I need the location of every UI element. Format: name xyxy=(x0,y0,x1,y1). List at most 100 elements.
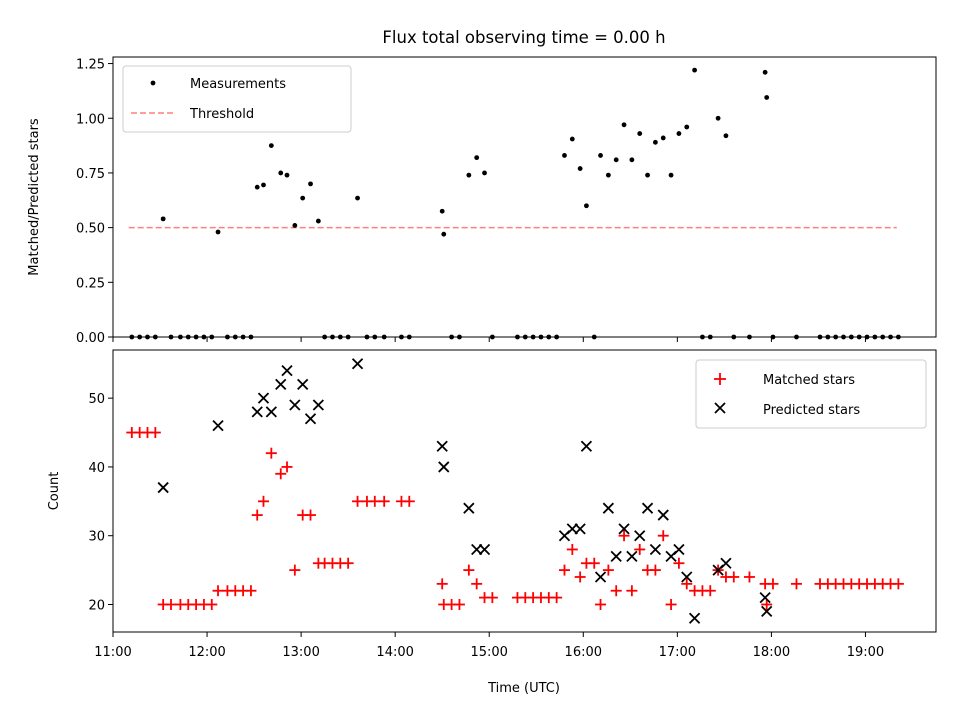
matched-star-point xyxy=(588,557,600,569)
predicted-star-point xyxy=(436,440,448,452)
measurement-point xyxy=(160,216,166,222)
measurement-point xyxy=(441,231,447,237)
measurement-point xyxy=(399,334,404,340)
measurement-point xyxy=(364,334,370,340)
measurement-point xyxy=(489,334,495,340)
matched-star-point xyxy=(681,578,693,590)
predicted-star-point xyxy=(265,406,277,418)
measurement-point xyxy=(330,334,335,340)
matched-star-point xyxy=(165,598,177,610)
measurement-point xyxy=(554,334,560,340)
measurement-point xyxy=(764,95,770,100)
top-series xyxy=(128,67,901,340)
matched-star-point xyxy=(486,592,498,604)
predicted-star-point xyxy=(281,364,293,377)
matched-star-point xyxy=(574,571,586,583)
legend-measurements-label: Measurements xyxy=(190,77,286,92)
bottom-x-ticks: 11:00 12:00 13:00 14:00 15:00 16:00 17:00 18:00… xyxy=(94,632,884,660)
measurement-point xyxy=(315,218,321,224)
matched-star-point xyxy=(378,495,390,507)
measurement-point xyxy=(841,334,846,340)
bottom-y-tick-label: 50 xyxy=(88,392,105,407)
measurement-point xyxy=(337,334,343,340)
matched-star-point xyxy=(149,427,161,439)
measurement-point xyxy=(193,334,199,340)
bottom-legend-box xyxy=(695,359,927,429)
measurement-point xyxy=(613,157,619,163)
measurement-point xyxy=(584,203,589,209)
predicted-star-point xyxy=(688,612,701,624)
matched-star-point xyxy=(618,530,630,542)
measurement-point xyxy=(439,208,445,214)
measurement-point xyxy=(825,334,831,340)
measurement-point xyxy=(762,69,768,75)
measurement-point xyxy=(292,223,298,228)
measurement-point xyxy=(240,334,246,340)
predicted-star-point xyxy=(351,358,364,370)
predicted-star-point xyxy=(478,543,491,556)
measurement-point xyxy=(215,229,221,235)
legend-matched-marker xyxy=(714,373,726,385)
measurement-point xyxy=(684,124,690,130)
top-y-tick-label: 0.50 xyxy=(76,222,105,237)
predicted-star-point xyxy=(157,481,169,494)
matched-star-point xyxy=(728,571,740,583)
measurement-point xyxy=(209,334,215,340)
matched-star-point xyxy=(265,447,277,459)
legend-matched-label: Matched stars xyxy=(763,373,855,388)
measurement-point xyxy=(322,334,328,340)
matched-star-point xyxy=(245,585,257,597)
bottom-legend: Matched stars Predicted stars xyxy=(695,359,927,429)
bottom-y-tick-label: 40 xyxy=(88,461,105,476)
x-tick-label: 15:00 xyxy=(470,645,507,660)
measurement-point xyxy=(201,334,207,340)
predicted-star-point xyxy=(594,571,607,583)
legend-predicted-marker xyxy=(714,402,726,414)
matched-star-point xyxy=(369,495,381,507)
predicted-star-point xyxy=(212,420,224,432)
predicted-star-point xyxy=(304,413,317,425)
measurement-point xyxy=(449,334,455,340)
measurement-point xyxy=(145,334,150,340)
measurement-point xyxy=(278,170,284,176)
measurement-point xyxy=(308,181,313,187)
measurement-point xyxy=(707,334,713,340)
matched-star-point xyxy=(275,468,287,480)
measurement-point xyxy=(355,195,360,201)
top-panel: 0.00 0.25 0.50 0.75 1.00 1.25 Matched/Predict… xyxy=(27,56,937,346)
matched-star-point xyxy=(463,564,475,576)
measurement-point xyxy=(715,115,721,121)
measurement-point xyxy=(872,334,878,340)
legend-measurements-marker xyxy=(150,80,156,86)
matched-star-point xyxy=(657,530,669,542)
measurement-point xyxy=(731,334,737,340)
matched-star-point xyxy=(436,578,448,590)
predicted-star-point xyxy=(312,399,324,411)
predicted-star-point xyxy=(720,557,732,569)
legend-threshold-label: Threshold xyxy=(189,107,254,122)
measurement-point xyxy=(137,334,143,340)
x-tick-label: 11:00 xyxy=(94,645,131,660)
matched-star-point xyxy=(453,598,465,610)
x-tick-label: 18:00 xyxy=(753,645,790,660)
measurement-point xyxy=(668,172,674,178)
matched-star-point xyxy=(471,578,483,590)
measurement-point xyxy=(629,157,635,163)
measurement-point xyxy=(770,334,776,340)
predicted-star-point xyxy=(761,605,773,618)
measurement-point xyxy=(569,136,575,142)
predicted-star-point xyxy=(641,502,654,514)
measurement-point xyxy=(268,143,274,148)
predicted-star-point xyxy=(275,378,287,391)
predicted-star-point xyxy=(574,523,586,535)
bottom-series xyxy=(126,358,904,624)
matched-star-point xyxy=(649,564,661,576)
measurement-point xyxy=(345,334,351,340)
matched-star-point xyxy=(551,592,563,604)
top-y-tick-label: 0.00 xyxy=(76,331,105,346)
measurement-point xyxy=(474,155,480,161)
top-y-tick-label: 0.75 xyxy=(76,167,105,182)
matched-star-point xyxy=(558,564,570,576)
